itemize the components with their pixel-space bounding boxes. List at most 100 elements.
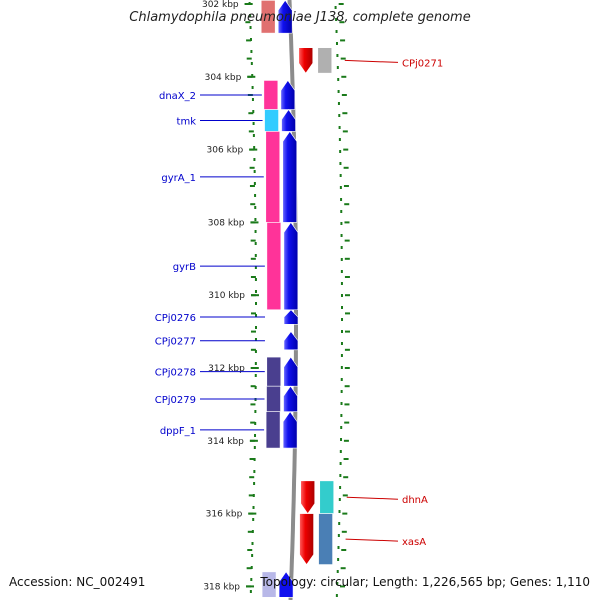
ring-dot-outer [338, 114, 341, 117]
ring-dot-outer [338, 498, 341, 501]
kbp-tick-label: 306 kbp [207, 146, 244, 156]
ring-dot-outer [340, 234, 343, 237]
accession-text: Accession: NC_002491 [9, 575, 146, 589]
reverse-label-leader [344, 59, 399, 63]
minor-tick [246, 57, 252, 60]
ring-dot-outer [340, 294, 343, 297]
ring-dot-inner [253, 470, 256, 473]
ring-dot-outer [337, 78, 340, 81]
map-title: Chlamydophila pneumoniae J138, complete … [129, 10, 471, 25]
minor-tick [342, 512, 348, 515]
ring-dot-inner [254, 254, 257, 257]
minor-tick [247, 549, 253, 551]
ring-dot-outer [336, 582, 339, 585]
ring-dot-outer [336, 66, 339, 69]
ring-dot-inner [252, 518, 255, 521]
ring-dot-outer [340, 402, 343, 405]
reverse-gene-label: dhnA [402, 495, 428, 506]
forward-gene-label: dnaX_2 [159, 91, 196, 102]
forward-gene-arrow [283, 221, 299, 311]
ring-dot-inner [254, 386, 257, 389]
ring-dot-outer [339, 450, 342, 453]
reverse-gene-arrow [298, 47, 314, 74]
minor-tick [248, 494, 254, 497]
ring-dot-inner [254, 398, 257, 401]
kbp-tick-label: 308 kbp [208, 218, 245, 228]
major-tick [248, 512, 257, 515]
minor-tick [249, 185, 255, 187]
ring-dot-outer [340, 222, 343, 225]
kbp-tick-label: 304 kbp [205, 73, 242, 83]
ring-dot-outer [338, 126, 341, 129]
forward-cog-block [266, 385, 281, 412]
ring-dot-inner [254, 230, 257, 233]
reverse-cog-block [317, 47, 333, 74]
major-tick [249, 148, 258, 151]
minor-tick [344, 203, 350, 206]
minor-tick [250, 348, 256, 351]
ring-dot-inner [249, 590, 252, 593]
ring-dot-outer [340, 198, 343, 201]
minor-tick [343, 148, 349, 151]
ring-dot-outer [338, 510, 341, 513]
kbp-tick-label: 312 kbp [208, 364, 245, 374]
ring-dot-inner [254, 278, 257, 281]
ring-dot-inner [254, 194, 257, 197]
ring-dot-outer [335, 18, 338, 21]
ring-dot-outer [337, 90, 340, 93]
ring-dot-outer [337, 546, 340, 549]
ring-dot-outer [340, 342, 343, 345]
ring-dot-outer [340, 246, 343, 249]
minor-tick [341, 94, 347, 96]
ring-dot-outer [335, 594, 338, 597]
minor-tick [344, 276, 350, 278]
ring-dot-inner [254, 218, 257, 221]
minor-tick [341, 549, 347, 551]
minor-tick [249, 166, 255, 169]
reverse-cog-block [319, 480, 335, 514]
ring-dot-inner [254, 242, 257, 245]
minor-tick [342, 112, 348, 115]
reverse-gene-label: xasA [402, 537, 426, 548]
ring-dot-outer [340, 366, 343, 369]
reverse-gene-arrow [299, 513, 314, 566]
feature-tracks [260, 0, 335, 598]
forward-gene-label: gyrA_1 [161, 173, 196, 184]
ring-dot-outer [337, 534, 340, 537]
minor-tick [340, 567, 346, 570]
minor-tick [247, 530, 253, 533]
ring-dot-inner [253, 482, 256, 485]
ring-dot-inner [254, 410, 257, 413]
ring-dot-inner [253, 458, 256, 461]
ring-dot-inner [254, 290, 257, 293]
ring-dot-inner [254, 422, 257, 425]
minor-tick [343, 439, 349, 442]
forward-gene-label: tmk [177, 116, 197, 127]
minor-tick [249, 458, 255, 460]
minor-tick [250, 403, 256, 406]
forward-gene-label: CPj0277 [155, 337, 196, 348]
minor-tick [246, 39, 252, 42]
ring-dot-inner [251, 530, 254, 533]
minor-tick [342, 494, 348, 497]
minor-tick [344, 403, 350, 406]
ring-dot-outer [337, 558, 340, 561]
minor-tick [344, 294, 350, 297]
forward-gene-label: gyrB [173, 262, 196, 273]
minor-tick [343, 166, 349, 169]
minor-tick [340, 585, 346, 588]
ring-dot-inner [252, 494, 255, 497]
forward-cog-block [263, 80, 279, 110]
minor-tick [340, 57, 346, 60]
minor-tick [344, 257, 350, 260]
ring-dot-outer [339, 174, 342, 177]
minor-tick [343, 476, 349, 479]
ring-dot-outer [340, 414, 343, 417]
ring-dot-inner [255, 314, 258, 317]
forward-gene-arrow [280, 79, 296, 110]
ring-dot-inner [249, 26, 252, 29]
ring-dot-inner [254, 326, 257, 329]
forward-cog-block [260, 0, 276, 34]
